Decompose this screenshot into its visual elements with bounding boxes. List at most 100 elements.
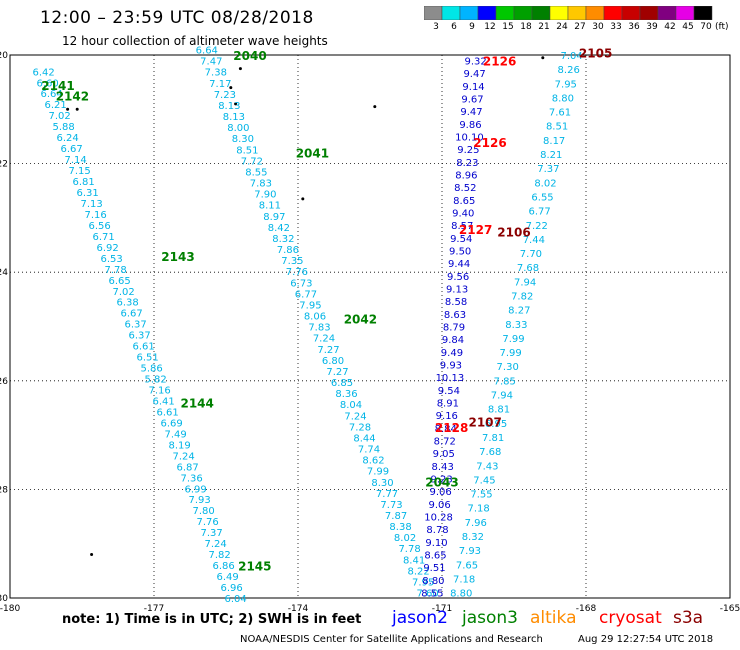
wave-height-value: 7.77 (376, 489, 398, 500)
wave-height-value: 10.13 (436, 373, 465, 384)
wave-height-value: 9.13 (446, 284, 468, 295)
color-scale-tick: 18 (520, 22, 532, 32)
pass-number-label: 2144 (180, 397, 213, 411)
wave-height-value: 9.40 (452, 208, 474, 219)
wave-height-value: 8.63 (444, 310, 466, 321)
longitude-label: -168 (576, 604, 597, 614)
pass-number-label: 2043 (425, 475, 458, 489)
island-marker (301, 197, 305, 201)
wave-height-value: 8.11 (259, 201, 281, 212)
wave-height-value: 5.86 (140, 364, 162, 375)
wave-height-value: 7.16 (148, 386, 170, 397)
wave-height-value: 7.80 (192, 506, 214, 517)
wave-height-value: 7.47 (200, 57, 222, 68)
pass-number-label: 2142 (56, 90, 89, 104)
pass-number-label: 2107 (468, 416, 501, 430)
wave-height-value: 6.41 (152, 396, 174, 407)
wave-height-value: 8.41 (403, 555, 425, 566)
wave-height-value: 7.14 (64, 155, 86, 166)
wave-height-value: 7.76 (286, 267, 308, 278)
wave-height-value: 8.13 (218, 101, 240, 112)
wave-height-value: 8.04 (340, 400, 362, 411)
wave-height-value: 6.69 (160, 418, 182, 429)
wave-height-value: 6.77 (529, 207, 551, 218)
wave-height-value: 8.62 (362, 456, 384, 467)
wave-height-value: 6.55 (531, 192, 553, 203)
wave-height-value: 7.18 (467, 504, 489, 515)
longitude-label: -165 (720, 604, 740, 614)
wave-height-value: 7.17 (209, 79, 231, 90)
wave-height-value: 7.18 (453, 574, 475, 585)
wave-height-value: 6.53 (100, 254, 122, 265)
wave-height-value: 7.99 (499, 348, 521, 359)
island-marker (66, 107, 70, 111)
wave-height-value: 7.15 (68, 166, 90, 177)
island-marker (229, 86, 233, 90)
wave-height-value: 6.71 (92, 232, 114, 243)
wave-height-value: 7.72 (241, 156, 263, 167)
legend-jason2: jason2 (392, 608, 448, 628)
island-marker (75, 107, 79, 111)
pass-number-label: 2106 (497, 225, 530, 239)
latitude-label: -28 (0, 485, 8, 495)
map-frame (9, 54, 731, 599)
wave-height-value: 6.56 (88, 221, 110, 232)
wave-height-value: 7.70 (520, 249, 542, 260)
wave-height-value: 9.06 (428, 500, 450, 511)
legend-s3a: s3a (673, 608, 704, 628)
color-scale-tick: 42 (664, 22, 676, 32)
wave-height-value: 10.10 (455, 132, 484, 143)
wave-height-value: 8.97 (263, 212, 285, 223)
wave-height-value: 7.93 (459, 546, 481, 557)
wave-height-value: 8.51 (236, 145, 258, 156)
color-scale-tick: 6 (451, 22, 457, 32)
wave-height-value: 6.64 (40, 89, 62, 100)
wave-height-value: 7.86 (277, 245, 299, 256)
wave-height-value: 8.22 (407, 566, 429, 577)
wave-height-value: 9.84 (442, 335, 464, 346)
generated-timestamp: Aug 29 12:27:54 UTC 2018 (578, 634, 714, 645)
wave-height-value: 9.23 (431, 475, 453, 486)
wave-height-value: 6.86 (212, 561, 234, 572)
wave-height-value: 7.95 (299, 300, 321, 311)
wave-height-value: 8.19 (168, 440, 190, 451)
wave-height-value: 6.92 (96, 243, 118, 254)
color-scale-tick: 3 (433, 22, 439, 32)
wave-height-value: 9.51 (423, 563, 445, 574)
wave-height-value: 7.85 (494, 376, 516, 387)
latitude-label: -30 (0, 594, 8, 604)
wave-height-value: 8.72 (434, 437, 456, 448)
wave-height-value: 7.43 (476, 461, 498, 472)
color-scale-tick: 12 (484, 22, 496, 32)
wave-height-value: 9.10 (425, 538, 447, 549)
color-scale-tick: 21 (538, 22, 550, 32)
wave-height-value: 7.44 (523, 235, 545, 246)
wave-height-value: 9.16 (436, 411, 458, 422)
color-scale-unit: (ft) (715, 22, 729, 32)
wave-height-value: 9.25 (457, 145, 479, 156)
color-scale-tick: 39 (646, 22, 658, 32)
wave-height-value: 8.80 (450, 589, 472, 600)
wave-height-value: 6.49 (216, 572, 238, 583)
wave-height-value: 7.95 (555, 79, 577, 90)
wave-height-value: 8.02 (534, 178, 556, 189)
wave-height-value: 7.73 (380, 500, 402, 511)
wave-height-value: 6.67 (60, 144, 82, 155)
legend-altika: altika (530, 608, 577, 628)
credit-line: NOAA/NESDIS Center for Satellite Applica… (240, 634, 543, 645)
wave-height-value: 6.67 (120, 309, 142, 320)
wave-height-value: 7.24 (172, 451, 194, 462)
wave-height-value: 8.96 (455, 170, 477, 181)
wave-height-value: 8.51 (546, 122, 568, 133)
island-marker (90, 553, 94, 557)
wave-height-value: 7.02 (112, 287, 134, 298)
wave-height-value: 8.65 (453, 196, 475, 207)
latitude-label: -20 (0, 51, 8, 61)
wave-height-value: 8.27 (508, 306, 530, 317)
longitude-label: -174 (288, 604, 309, 614)
wave-height-value: 7.28 (349, 422, 371, 433)
wave-height-value: 8.02 (394, 533, 416, 544)
pass-number-label: 2041 (296, 147, 329, 161)
wave-height-value: 7.93 (188, 495, 210, 506)
wave-height-value: 8.58 (445, 297, 467, 308)
